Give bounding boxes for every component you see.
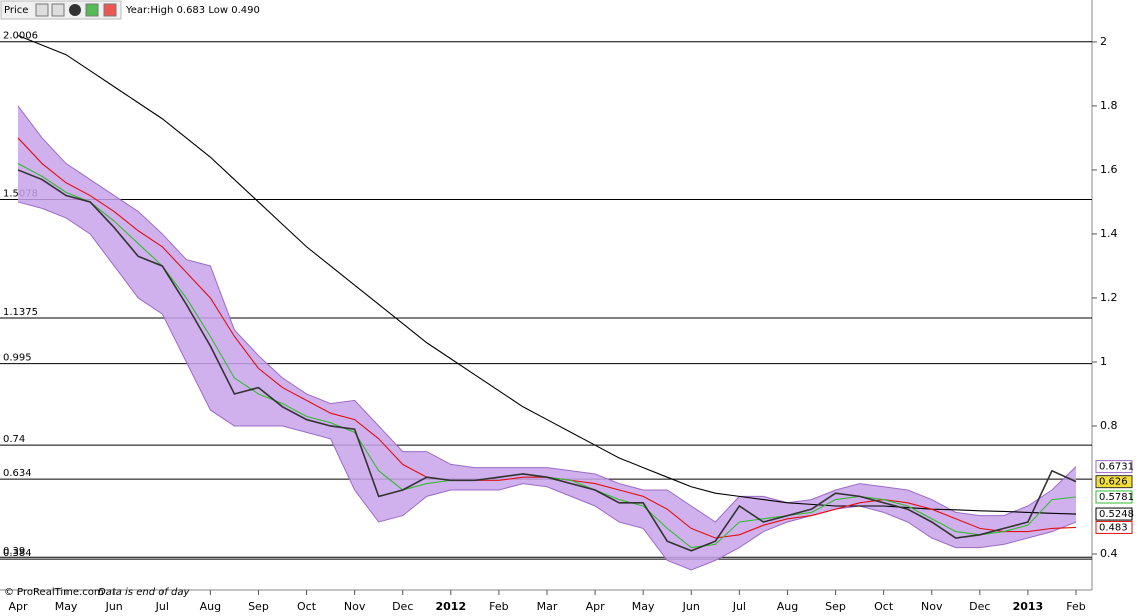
x-tick-label: Sep xyxy=(248,600,269,613)
x-tick-label: Feb xyxy=(489,600,508,613)
last-value-box xyxy=(1095,507,1133,521)
toolbar: Price Year:High 0.683 Low 0.490 xyxy=(0,0,260,20)
band-lower xyxy=(17,201,1077,571)
y-tick-label: 0.8 xyxy=(1100,419,1118,432)
y-tick-label: 1.6 xyxy=(1100,163,1118,176)
x-tick-label: Dec xyxy=(392,600,413,613)
x-tick-label: May xyxy=(632,600,655,613)
up-icon[interactable] xyxy=(85,3,99,17)
last-value-box xyxy=(1095,520,1133,534)
y-tick-label: 2 xyxy=(1100,35,1107,48)
x-tick-label: Sep xyxy=(825,600,846,613)
close-icon[interactable] xyxy=(69,4,81,16)
x-tick-label: Jun xyxy=(105,600,123,613)
x-tick-label: Feb xyxy=(1066,600,1085,613)
x-tick-label: 2013 xyxy=(1013,600,1044,613)
x-tick-label: Oct xyxy=(874,600,894,613)
x-tick-label: Apr xyxy=(586,600,606,613)
x-tick-label: Aug xyxy=(200,600,221,613)
price-title: Price xyxy=(4,5,28,16)
axes: 0.4 0.8 1 1.2 1.4 1.6 1.8 2 Apr May Jun Jul Aug Sep Oc… xyxy=(8,35,1117,613)
last-value-box xyxy=(1095,460,1133,474)
x-tick-label: Jul xyxy=(155,600,169,613)
last-value-label: 0.6731 xyxy=(1099,462,1134,473)
last-value-box xyxy=(1095,490,1133,504)
last-value-box xyxy=(1095,475,1133,489)
x-tick-label: Nov xyxy=(344,600,366,613)
last-value-label: 0.483 xyxy=(1099,522,1128,533)
y-tick-label: 1 xyxy=(1100,355,1107,368)
x-tick-label: Apr xyxy=(8,600,28,613)
y-tick-label: 0.4 xyxy=(1100,547,1118,560)
x-tick-label: Aug xyxy=(777,600,798,613)
last-value-label: 0.626 xyxy=(1099,477,1128,488)
x-tick-label: Mar xyxy=(537,600,558,613)
x-tick-label: Dec xyxy=(969,600,990,613)
y-tick-label: 1.4 xyxy=(1100,227,1118,240)
x-tick-label: Oct xyxy=(297,600,317,613)
footer-note: Data is end of day xyxy=(98,587,191,598)
last-value-label: 0.5248 xyxy=(1099,509,1134,520)
x-tick-label: Jun xyxy=(682,600,700,613)
footer-source: © ProRealTime.com xyxy=(4,587,104,598)
series-line xyxy=(17,169,1077,552)
band-upper xyxy=(17,105,1077,523)
x-tick-label: Jul xyxy=(732,600,746,613)
level-label: 0.39 xyxy=(3,546,25,557)
level-label: 0.384 xyxy=(3,548,32,559)
x-tick-label: Nov xyxy=(921,600,943,613)
last-value-label: 0.5781 xyxy=(1099,492,1134,503)
level-label: 0.634 xyxy=(3,468,32,479)
level-label: 1.1375 xyxy=(3,307,38,318)
tool-icon[interactable] xyxy=(35,3,49,17)
x-tick-label: 2012 xyxy=(436,600,467,613)
year-range: Year:High 0.683 Low 0.490 xyxy=(125,5,260,16)
down-icon[interactable] xyxy=(103,3,117,17)
y-tick-label: 1.2 xyxy=(1100,291,1118,304)
level-label: 0.74 xyxy=(3,434,25,445)
x-tick-label: May xyxy=(55,600,78,613)
level-label: 0.995 xyxy=(3,353,32,364)
y-tick-label: 1.8 xyxy=(1100,99,1118,112)
window-icon[interactable] xyxy=(51,3,65,17)
